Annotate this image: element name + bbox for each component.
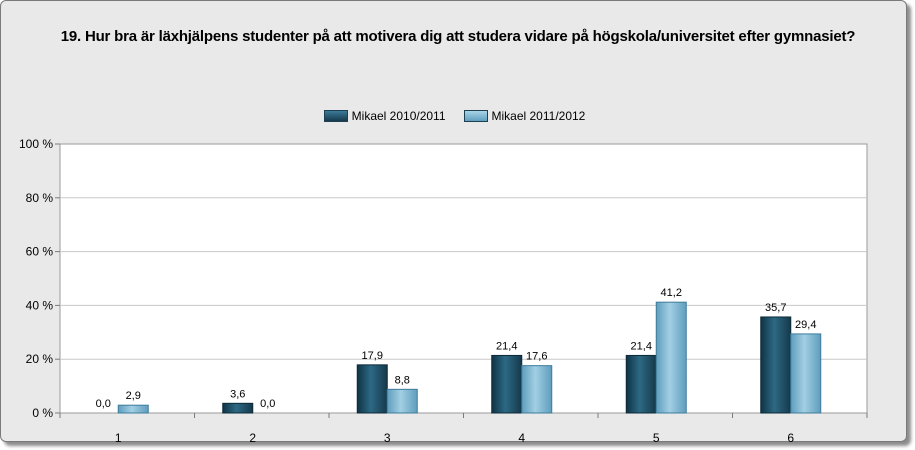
data-label: 0,0 [260,398,275,410]
bar-series-1 [625,354,657,414]
x-tick-label: 2 [249,431,256,443]
plot-area [59,143,868,414]
bar-series-2 [117,404,149,414]
legend-label-series-1: Mikael 2010/2011 [351,109,446,123]
x-tick-label: 6 [787,431,794,443]
bar-chart: 0,0 2,9 3,6 0,0 17,9 8,8 21,4 17,6 21,4 41,2 35,7 2… [19,137,868,443]
bar-series-2 [521,365,553,414]
y-tick-label: 20 % [26,352,54,366]
legend-item-series-1: Mikael 2010/2011 [323,109,446,123]
y-tick-label: 40 % [26,298,54,312]
data-label: 2,9 [126,390,141,402]
legend-item-series-2: Mikael 2011/2012 [463,109,586,123]
x-tick-label: 5 [653,431,660,443]
y-tick-label: 0 % [32,406,53,420]
y-tick-label: 60 % [26,245,54,259]
x-tick-label: 1 [115,431,122,443]
chart-frame: 19. Hur bra är läxhjälpens studenter på … [0,0,908,443]
legend: Mikael 2010/2011 Mikael 2011/2012 [1,109,908,123]
y-tick-label: 80 % [26,191,54,205]
bar-series-1 [760,316,792,414]
bar-series-2 [386,388,418,414]
data-label: 17,6 [526,351,547,363]
legend-label-series-2: Mikael 2011/2012 [491,109,586,123]
data-label: 35,7 [765,302,786,314]
data-label: 8,8 [395,374,410,386]
chart-title: 19. Hur bra är läxhjälpens studenter på … [60,28,856,45]
bar-series-1 [356,364,388,414]
legend-swatch-series-2 [463,110,488,122]
data-label: 3,6 [230,388,245,400]
legend-swatch-series-1 [323,110,348,122]
data-label: 21,4 [496,340,517,352]
bar-series-1 [491,354,523,414]
bar-series-1 [222,402,254,414]
bar-series-2 [655,301,687,414]
data-label: 17,9 [362,350,383,362]
data-label: 29,4 [795,319,816,331]
bar-series-2 [790,333,822,414]
data-label: 41,2 [661,287,682,299]
data-label: 0,0 [96,398,111,410]
data-label: 21,4 [631,340,652,352]
x-tick-label: 4 [518,431,525,443]
x-tick-label: 3 [384,431,391,443]
y-tick-label: 100 % [19,137,53,151]
